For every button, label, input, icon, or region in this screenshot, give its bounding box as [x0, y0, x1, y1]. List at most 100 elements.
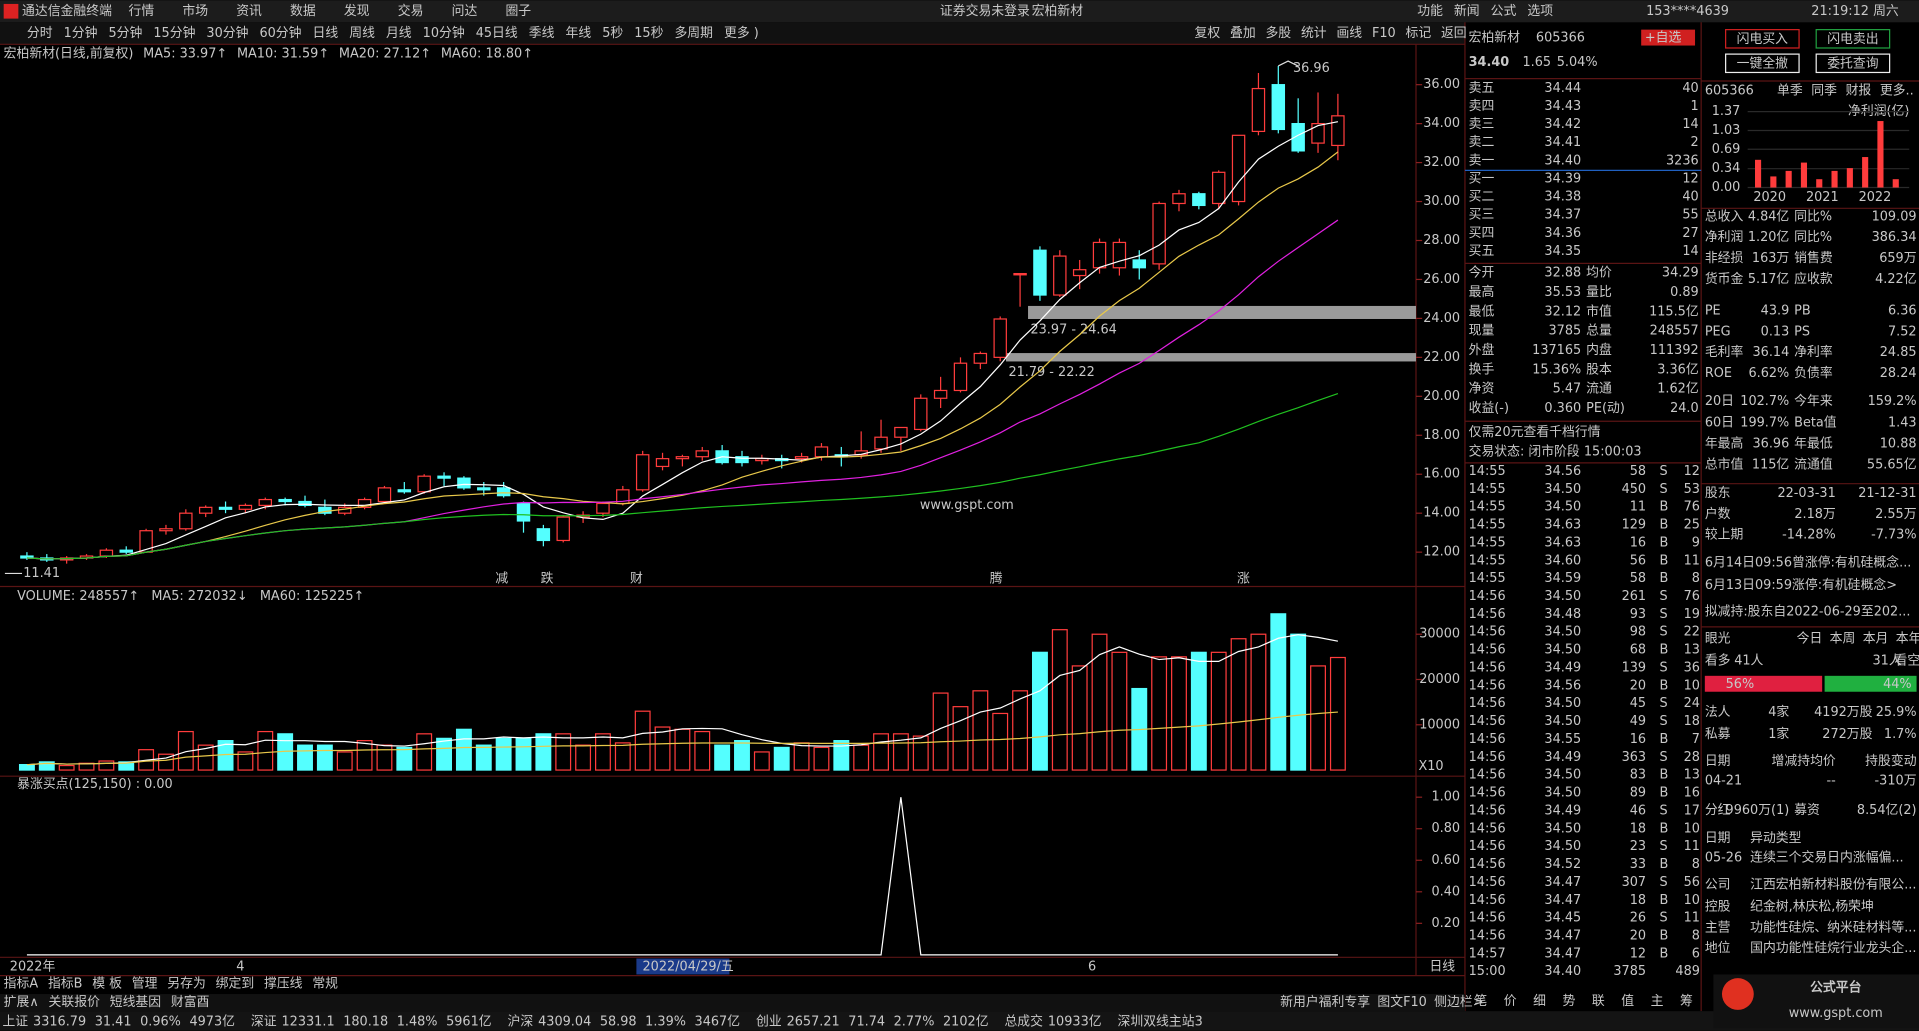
promo-link[interactable]: 新用户福利专享: [1280, 994, 1370, 1010]
menu-item[interactable]: 发现: [344, 3, 370, 19]
event-marker[interactable]: 跌: [541, 571, 554, 587]
quote-tab[interactable]: 联: [1592, 994, 1605, 1009]
period-tab[interactable]: 1分钟: [64, 25, 98, 41]
promo-banner[interactable]: 仅需20元查看千档行情: [1469, 424, 1601, 440]
indicator-tool[interactable]: 指标A: [4, 977, 39, 992]
event-marker[interactable]: 财: [630, 572, 643, 587]
side-tab[interactable]: 财报: [1846, 83, 1872, 98]
vote-tab[interactable]: 本周: [1830, 632, 1856, 647]
menu-item[interactable]: 行情: [129, 4, 155, 19]
vote-tab[interactable]: 本年: [1896, 632, 1919, 647]
volume-bar: [18, 764, 35, 771]
volume-bar: [1290, 633, 1307, 771]
side-code: 605366: [1705, 83, 1754, 98]
ma-line: [26, 121, 1339, 560]
watch-button[interactable]: +自选: [1645, 31, 1682, 46]
indicator-tool[interactable]: 管理: [132, 977, 158, 992]
indicator-tool[interactable]: 常规: [312, 977, 338, 992]
action-button[interactable]: 一键全撤: [1737, 55, 1789, 71]
index-value: 58.98: [600, 1015, 637, 1030]
chart-title: 宏柏新材(日线,前复权): [4, 46, 134, 62]
tool-button[interactable]: 标记: [1405, 26, 1431, 41]
period-tab[interactable]: 年线: [565, 26, 591, 41]
candle-body: [874, 436, 888, 450]
menu-item[interactable]: 市场: [182, 3, 208, 19]
period-tab[interactable]: 多周期: [674, 26, 713, 41]
stat-label: 现量: [1469, 324, 1495, 339]
menu-item[interactable]: 数据: [290, 4, 316, 19]
period-tab[interactable]: 60分钟: [259, 25, 301, 41]
quote-tab[interactable]: 筹: [1680, 993, 1693, 1009]
indicator-tool[interactable]: 绑定到: [216, 977, 255, 992]
menu-item[interactable]: 交易: [398, 3, 424, 19]
promo-link[interactable]: 侧边栏>: [1434, 995, 1483, 1010]
bottom-tab[interactable]: 财富酉: [171, 994, 210, 1010]
action-button[interactable]: 委托查询: [1827, 56, 1879, 71]
low-label: 11.41: [23, 566, 60, 581]
vote-tab[interactable]: 本月: [1863, 632, 1889, 647]
quote-tab[interactable]: 主: [1651, 994, 1664, 1009]
quote-tab[interactable]: 笔: [1474, 993, 1487, 1009]
menu-item[interactable]: 公式: [1491, 4, 1517, 19]
volume-bar: [1190, 651, 1207, 771]
menu-item[interactable]: 问达: [452, 4, 478, 19]
tool-button[interactable]: 叠加: [1230, 26, 1256, 41]
period-tab[interactable]: 30分钟: [206, 25, 248, 41]
quote-tab[interactable]: 值: [1621, 993, 1634, 1009]
bottom-tab[interactable]: 关联报价: [49, 995, 101, 1010]
indicator-tool[interactable]: 撑压线: [264, 977, 303, 992]
menu-item[interactable]: 圈子: [505, 4, 531, 19]
side-tab[interactable]: 更多..: [1880, 83, 1914, 98]
period-tab[interactable]: 日线: [313, 26, 339, 41]
tool-button[interactable]: 画线: [1336, 26, 1362, 41]
tool-button[interactable]: F10: [1372, 26, 1396, 41]
menu-item[interactable]: 新闻: [1454, 3, 1480, 19]
period-tab[interactable]: 45日线: [476, 26, 518, 41]
indicator-tool[interactable]: 模 板: [92, 977, 122, 992]
vote-tab[interactable]: 今日: [1797, 631, 1823, 647]
menu-item[interactable]: 功能: [1417, 4, 1443, 19]
quote-tab[interactable]: 细: [1533, 994, 1546, 1009]
promo-link[interactable]: 图文F10: [1377, 995, 1426, 1010]
bottom-tab[interactable]: 短线基因: [110, 995, 161, 1010]
logo-icon[interactable]: [1721, 978, 1754, 1010]
quote-tab[interactable]: 价: [1504, 994, 1517, 1009]
period-tab[interactable]: 5秒: [602, 26, 623, 41]
tool-button[interactable]: 复权: [1194, 25, 1220, 41]
period-tab[interactable]: 15秒: [634, 26, 663, 41]
news-item[interactable]: 6月13日09:59涨停:有机硅概念>: [1705, 577, 1897, 593]
index-name: 上证: [2, 1015, 28, 1030]
menu-item[interactable]: 资讯: [236, 4, 262, 19]
candle-body: [179, 512, 193, 530]
period-tab[interactable]: 10分钟: [423, 25, 465, 41]
news-item[interactable]: 拟减持:股东自2022-06-29至202...: [1705, 605, 1911, 620]
bottom-tab[interactable]: 扩展∧: [4, 995, 39, 1010]
period-tab[interactable]: 周线: [349, 26, 375, 41]
holder-label: 公司: [1705, 878, 1731, 893]
candle-body: [437, 475, 451, 479]
period-tab[interactable]: 月线: [386, 26, 412, 41]
holder-label: 控股: [1705, 900, 1731, 915]
side-tab[interactable]: 同季: [1811, 83, 1837, 98]
event-marker[interactable]: 减: [495, 572, 508, 587]
period-tab[interactable]: 分时: [27, 26, 53, 41]
tool-button[interactable]: 统计: [1301, 26, 1327, 41]
event-marker[interactable]: 腾: [990, 571, 1003, 587]
period-tab[interactable]: 15分钟: [153, 25, 195, 41]
period-tab[interactable]: 季线: [529, 26, 555, 41]
side-tab[interactable]: 单季: [1777, 83, 1803, 98]
indicator-tool[interactable]: 另存为: [167, 977, 206, 992]
book-price: 34.40: [1544, 153, 1581, 168]
news-item[interactable]: 6月14日09:56曾涨停:有机硅概念...: [1705, 555, 1912, 571]
period-tab[interactable]: 5分钟: [109, 25, 143, 41]
tool-button[interactable]: 返回: [1441, 26, 1467, 41]
action-button[interactable]: 闪电卖出: [1827, 32, 1878, 47]
action-button[interactable]: 闪电买入: [1737, 32, 1789, 47]
tool-button[interactable]: 多股: [1265, 26, 1291, 41]
period-tab[interactable]: 更多 ): [724, 26, 759, 41]
quote-tab[interactable]: 势: [1563, 993, 1576, 1009]
event-marker[interactable]: 涨: [1237, 572, 1250, 587]
indicator-tool[interactable]: 指标B: [48, 977, 82, 992]
book-volume: 14: [1682, 244, 1698, 259]
menu-item[interactable]: 选项: [1527, 4, 1553, 19]
